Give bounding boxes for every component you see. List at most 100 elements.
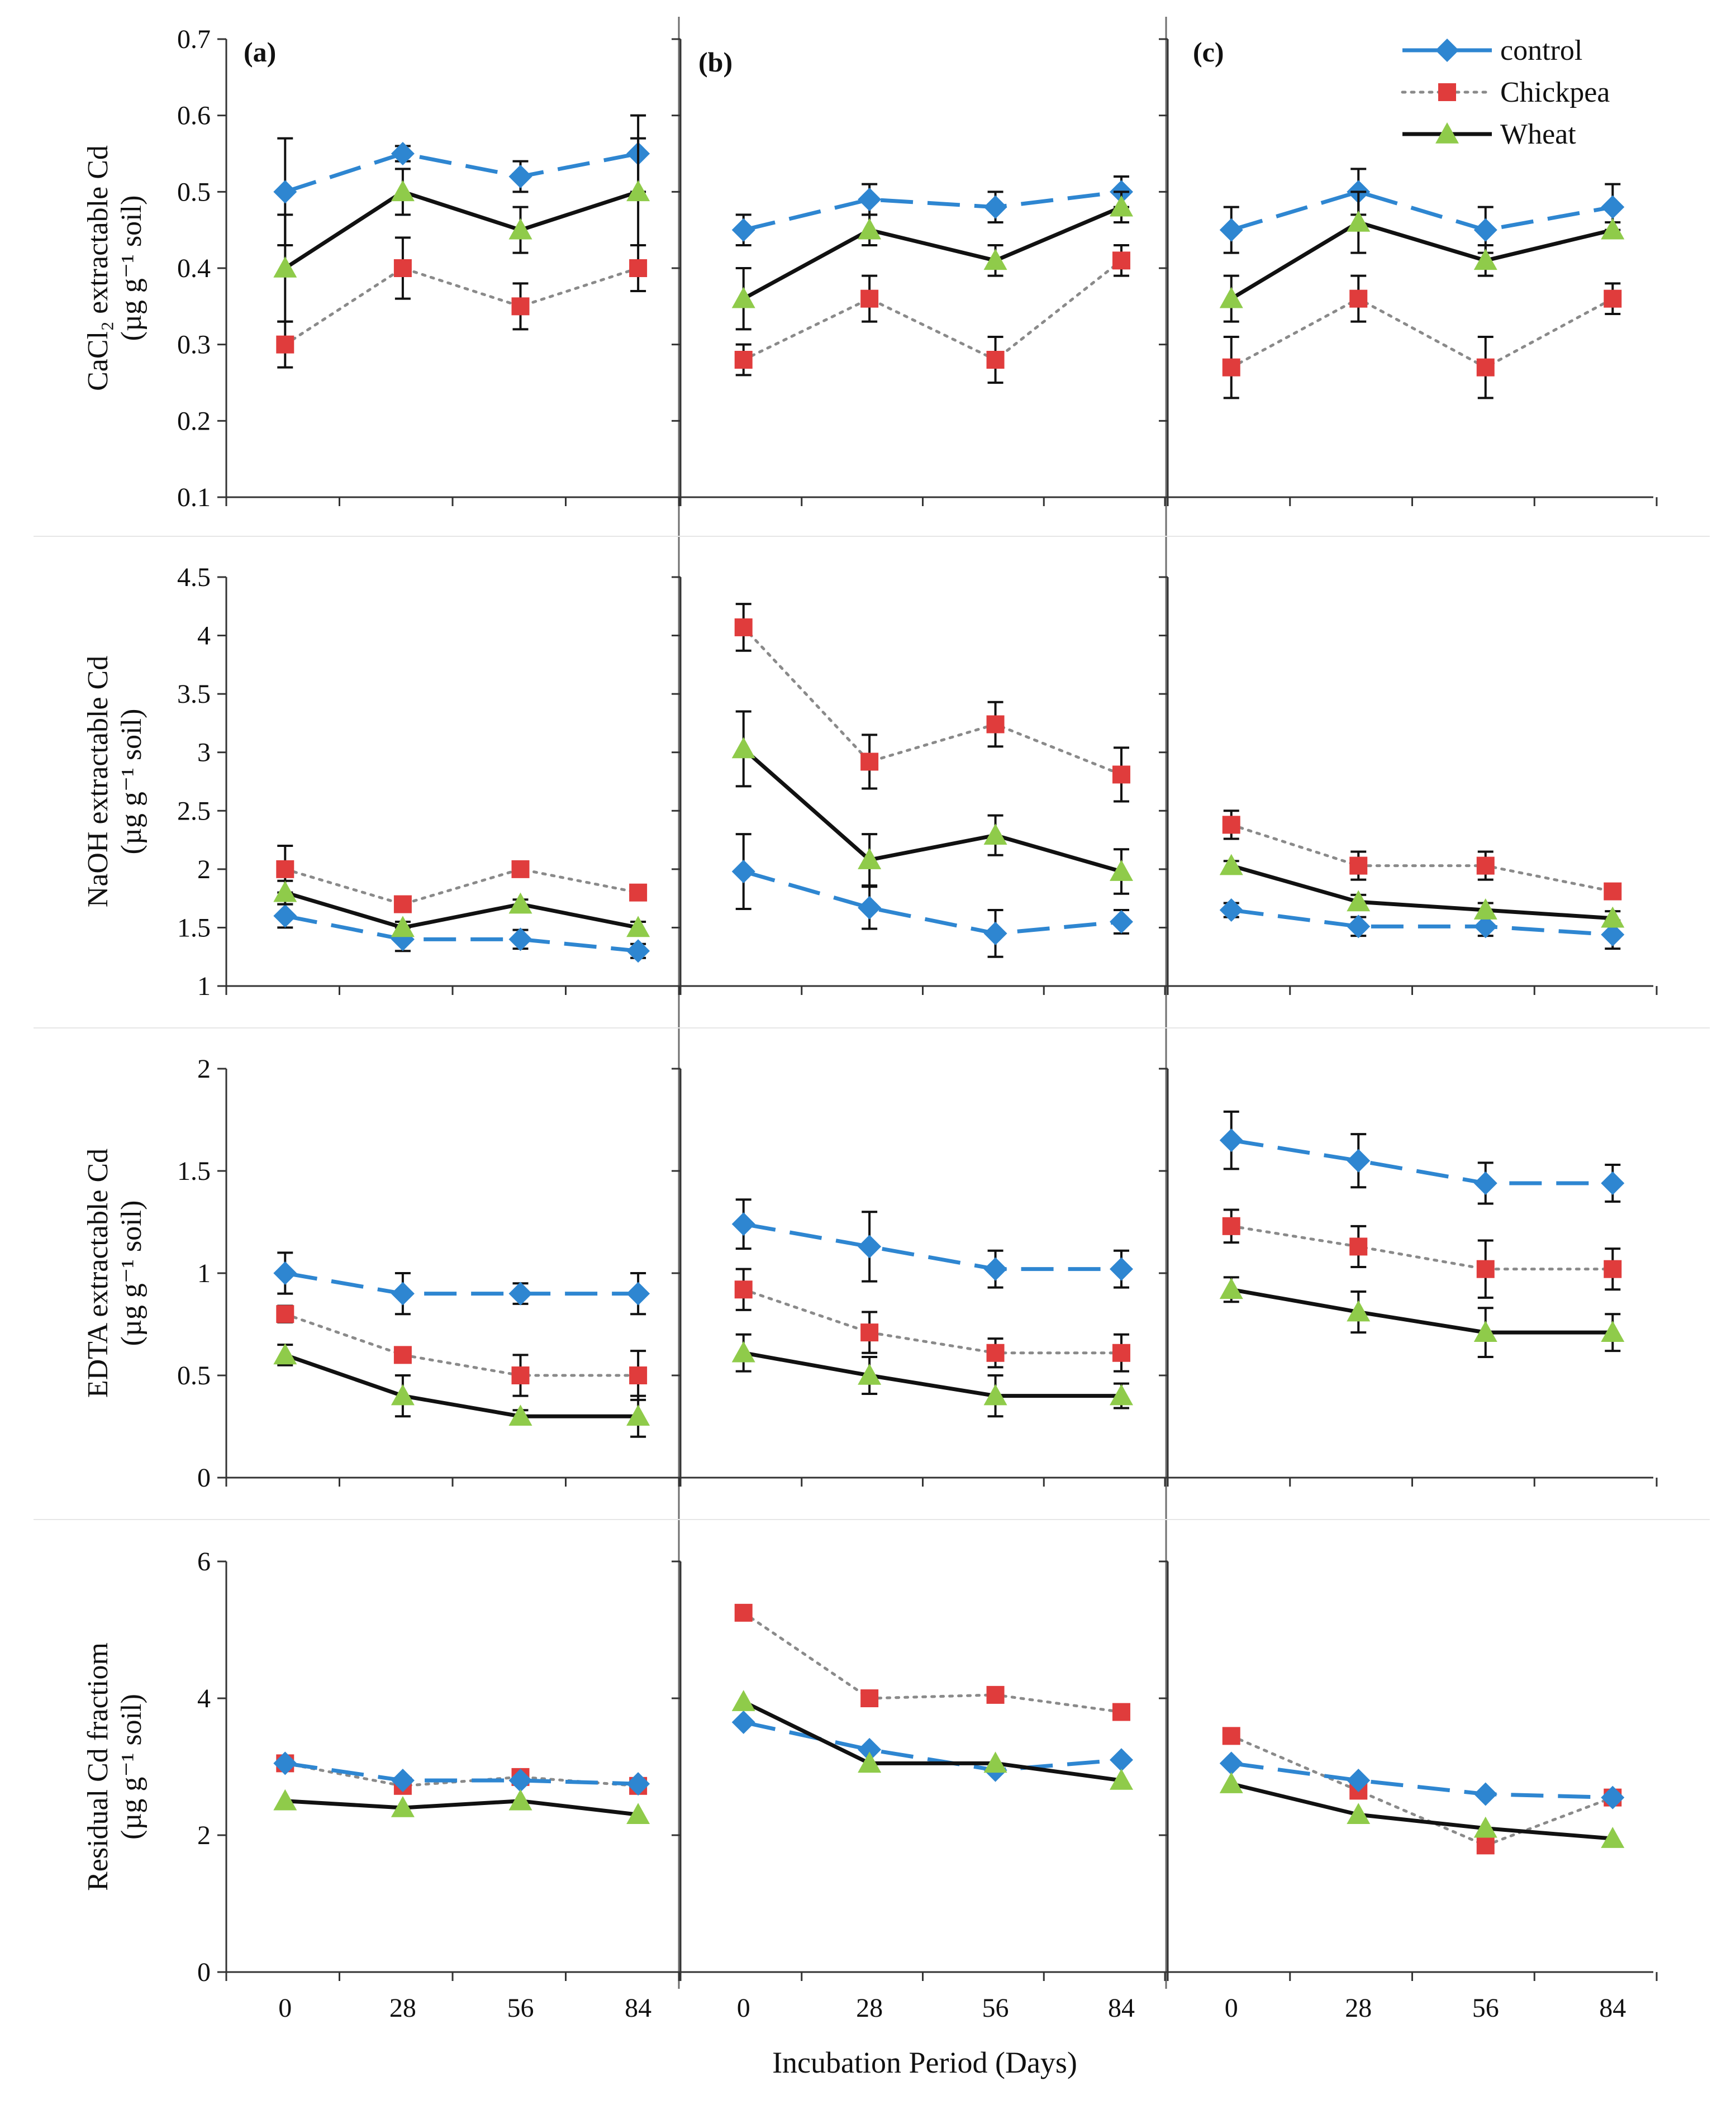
series-line <box>743 1699 1122 1783</box>
data-point-control <box>1109 1257 1133 1281</box>
data-point-control <box>1601 1785 1625 1809</box>
series-control <box>273 1751 650 1796</box>
series-control <box>1219 1751 1625 1809</box>
series-line <box>283 266 640 346</box>
data-point-wheat <box>1473 1816 1497 1838</box>
chart-panels: 0.1 0.2 0.3 0.4 0.5 0.6 0.7 1 1.5 2 2.5 3 3.5 4 4.5 0 0.… <box>177 25 1658 2023</box>
data-point-wheat <box>626 180 650 202</box>
data-point-wheat <box>508 1404 532 1426</box>
data-point-wheat <box>1109 1384 1133 1406</box>
data-point-wheat <box>1219 854 1243 875</box>
panel-r0-c2 <box>1159 38 1658 506</box>
data-point-wheat <box>1347 1803 1371 1825</box>
data-point-control <box>983 1257 1007 1281</box>
data-point-chickpea <box>1476 856 1495 875</box>
data-point-chickpea <box>860 289 879 308</box>
data-point-wheat <box>273 256 297 278</box>
data-point-chickpea <box>860 1323 879 1342</box>
data-point-chickpea <box>860 753 879 771</box>
data-point-control <box>1601 195 1625 219</box>
data-point-chickpea <box>1476 358 1495 377</box>
legend-item-chickpea: Chickpea <box>1401 77 1610 108</box>
data-point-control <box>1601 1171 1625 1195</box>
panel-label-c: (c) <box>1193 36 1224 68</box>
data-point-control <box>1219 898 1243 922</box>
y-tick-label: 3 <box>197 738 211 768</box>
legend-label: Wheat <box>1500 118 1576 150</box>
data-point-chickpea <box>986 715 1005 734</box>
data-point-control <box>626 1772 650 1796</box>
y-tick-label: 2 <box>197 1821 211 1850</box>
data-point-chickpea <box>986 1685 1005 1704</box>
series-line <box>1231 908 1613 937</box>
series-control <box>273 114 650 246</box>
y-axis-label-main: CaCl₂ extractable Cd <box>82 145 114 391</box>
panel-r2-c0: 0 0.5 1 1.5 2 <box>177 1054 680 1493</box>
data-point-wheat <box>983 1751 1007 1773</box>
data-point-wheat <box>1219 287 1243 308</box>
y-axis-label-units: (µg g⁻¹ soil) <box>116 196 148 341</box>
series-wheat <box>731 1690 1133 1790</box>
data-point-wheat <box>1473 898 1497 920</box>
data-point-chickpea <box>1349 289 1368 308</box>
data-point-chickpea <box>511 297 530 316</box>
data-point-control <box>273 180 297 204</box>
y-tick-label: 0.4 <box>177 254 211 283</box>
data-point-control <box>1347 915 1371 939</box>
x-tick-label: 56 <box>1472 1993 1499 2023</box>
data-point-wheat <box>391 916 415 937</box>
data-point-wheat <box>508 218 532 240</box>
data-point-wheat <box>1109 195 1133 217</box>
series-line <box>1230 1225 1614 1271</box>
series-line <box>742 747 1122 874</box>
series-line <box>743 869 1122 936</box>
data-point-wheat <box>273 880 297 902</box>
panel-label-b: (b) <box>698 46 733 78</box>
data-point-control <box>858 896 882 920</box>
series-chickpea <box>276 845 648 913</box>
data-point-wheat <box>1601 1321 1625 1342</box>
y-tick-label: 0.5 <box>177 1361 211 1390</box>
series-line <box>743 205 1123 301</box>
data-point-chickpea <box>393 1346 412 1364</box>
y-axis-label-main: Residual Cd fractiom <box>82 1642 114 1891</box>
x-axis-label: Incubation Period (Days) <box>772 2046 1077 2079</box>
panel-r3-c0: 0 2 4 6 0 28 56 84 <box>197 1547 680 2023</box>
data-point-chickpea <box>1604 289 1622 308</box>
data-point-wheat <box>508 892 532 914</box>
series-wheat <box>1219 854 1625 928</box>
series-line <box>283 1312 640 1377</box>
series-line <box>743 1720 1122 1773</box>
row-y-axis-labels: CaCl₂ extractable Cd (µg g⁻¹ soil)NaOH ex… <box>82 145 148 1891</box>
y-tick-label: 4 <box>197 621 211 651</box>
y-axis-label-units: (µg g⁻¹ soil) <box>116 709 148 855</box>
y-tick-label: 2.5 <box>177 796 211 826</box>
series-control <box>1219 1110 1625 1205</box>
data-point-control <box>273 904 297 928</box>
series-control <box>731 833 1133 958</box>
y-tick-label: 0.6 <box>177 101 211 131</box>
data-point-chickpea <box>1112 251 1130 270</box>
series-line <box>285 1799 639 1817</box>
data-point-control <box>1473 1171 1497 1195</box>
series-wheat <box>1219 191 1625 323</box>
series-wheat <box>1219 1276 1625 1359</box>
y-tick-label: 1 <box>197 971 211 1001</box>
series-wheat <box>273 879 650 937</box>
panel-r0-c0: 0.1 0.2 0.3 0.4 0.5 0.6 0.7 <box>177 25 680 512</box>
panel-label-a: (a) <box>244 36 276 68</box>
data-point-control <box>508 927 532 951</box>
y-axis-label-main: NaOH extractable Cd <box>82 656 114 907</box>
y-tick-label: 0 <box>197 1958 211 1987</box>
series-chickpea <box>1222 274 1622 399</box>
data-point-wheat <box>626 1803 650 1825</box>
legend-marker <box>1435 122 1459 144</box>
y-tick-label: 1.5 <box>177 913 211 942</box>
series-line <box>743 1222 1121 1271</box>
series-line <box>1231 1761 1613 1800</box>
data-point-wheat <box>731 287 755 308</box>
data-point-control <box>626 1282 650 1306</box>
data-point-wheat <box>858 1364 882 1385</box>
